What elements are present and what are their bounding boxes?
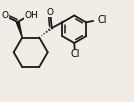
Text: O: O bbox=[47, 8, 54, 17]
Text: OH: OH bbox=[24, 11, 38, 20]
Text: Cl: Cl bbox=[97, 15, 107, 25]
Text: O: O bbox=[2, 12, 9, 21]
Text: Cl: Cl bbox=[70, 49, 79, 59]
Polygon shape bbox=[16, 22, 22, 38]
